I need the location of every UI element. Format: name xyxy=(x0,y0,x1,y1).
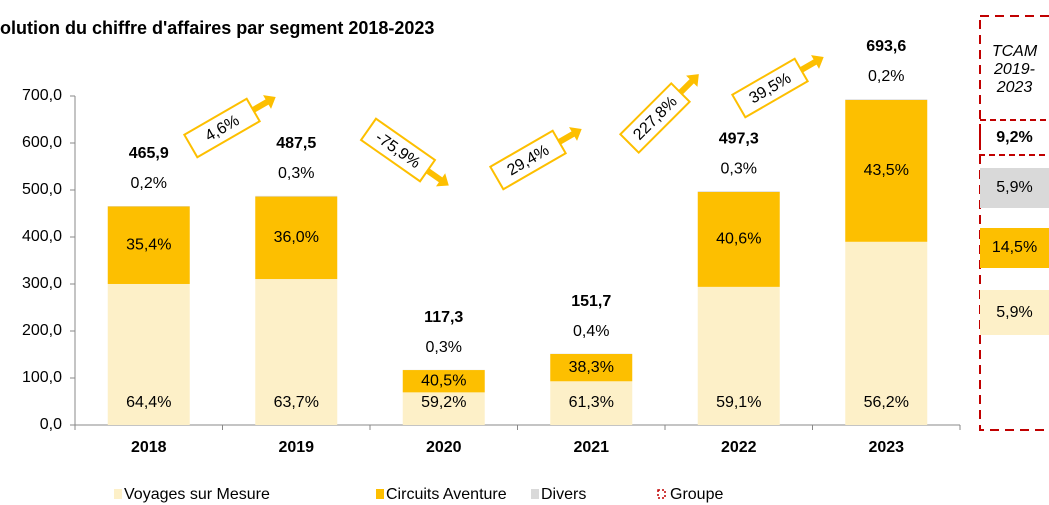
total-label: 497,3 xyxy=(719,130,759,147)
x-tick-label: 2022 xyxy=(721,439,757,456)
bar-segment xyxy=(107,283,190,425)
y-tick-label: 400,0 xyxy=(22,228,62,245)
growth-annotation: 29,4% xyxy=(488,127,582,191)
legend-swatch xyxy=(531,489,539,499)
legend-swatch xyxy=(657,489,666,499)
y-tick-label: 0,0 xyxy=(40,416,62,433)
x-tick-label: 2018 xyxy=(131,439,167,456)
x-tick-label: 2023 xyxy=(868,439,904,456)
growth-annotation: 39,5% xyxy=(730,55,824,119)
y-tick-label: 600,0 xyxy=(22,134,62,151)
total-label: 465,9 xyxy=(129,145,169,162)
bar-segment xyxy=(697,191,780,287)
total-label: 693,6 xyxy=(866,38,906,55)
segment-label: 59,1% xyxy=(716,394,761,411)
legend-swatch xyxy=(114,489,122,499)
bar-segment xyxy=(697,286,780,425)
cagr-cell xyxy=(980,290,1049,335)
segment-label: 38,3% xyxy=(569,359,614,376)
segment-label: 40,5% xyxy=(421,372,466,389)
bar-segment xyxy=(255,279,338,425)
segment-label: 0,3% xyxy=(426,339,462,356)
segment-label: 43,5% xyxy=(864,162,909,179)
cagr-group-frame xyxy=(979,119,1049,156)
growth-box xyxy=(182,97,262,159)
x-tick-label: 2021 xyxy=(573,439,609,456)
total-label: 117,3 xyxy=(424,309,463,326)
legend-label: Voyages sur Mesure xyxy=(124,486,270,503)
y-tick-label: 700,0 xyxy=(22,87,62,104)
growth-annotation: -75,9% xyxy=(359,117,449,187)
cagr-title: TCAM 2019-2023 xyxy=(991,43,1038,96)
legend-label: Divers xyxy=(541,486,586,503)
total-label: 151,7 xyxy=(571,293,611,310)
cagr-value: 5,9% xyxy=(996,303,1033,321)
bar-segment xyxy=(550,381,633,425)
segment-label: 36,0% xyxy=(274,229,319,246)
growth-box xyxy=(730,57,810,119)
segment-label: 0,2% xyxy=(868,68,904,85)
growth-arrow xyxy=(557,127,582,145)
growth-box xyxy=(618,81,692,155)
growth-annotation: 227,8% xyxy=(618,74,699,155)
bar-segment xyxy=(255,196,338,280)
chart-title: olution du chiffre d'affaires par segmen… xyxy=(0,18,434,38)
segment-label: 0,2% xyxy=(131,175,167,192)
growth-arrow xyxy=(799,55,824,73)
y-tick-label: 500,0 xyxy=(22,181,62,198)
bar-segment xyxy=(107,206,190,284)
segment-label: 63,7% xyxy=(274,394,319,411)
growth-box xyxy=(359,117,437,183)
y-tick-label: 300,0 xyxy=(22,275,62,292)
cagr-frame xyxy=(979,15,1049,431)
bar-segment xyxy=(255,195,338,197)
segment-label: 0,3% xyxy=(278,165,314,182)
segment-label: 64,4% xyxy=(126,394,171,411)
bar-segment xyxy=(402,392,485,425)
bar-segment xyxy=(402,370,485,393)
segment-label: 61,3% xyxy=(569,394,614,411)
segment-label: 40,6% xyxy=(716,231,761,248)
growth-arrow xyxy=(425,168,449,187)
cagr-cell xyxy=(980,228,1049,268)
segment-label: 56,2% xyxy=(864,394,909,411)
segment-label: 0,4% xyxy=(573,323,609,340)
segment-label: 35,4% xyxy=(126,236,171,253)
cagr-value: 5,9% xyxy=(996,179,1033,196)
legend-label: Groupe xyxy=(670,486,723,503)
growth-annotation: 4,6% xyxy=(182,95,276,159)
growth-arrow xyxy=(251,95,276,113)
total-label: 487,5 xyxy=(276,135,316,152)
growth-arrow xyxy=(678,74,699,95)
y-tick-label: 100,0 xyxy=(22,369,62,386)
y-tick-label: 200,0 xyxy=(22,322,62,339)
cagr-cell xyxy=(980,168,1049,208)
segment-label: 59,2% xyxy=(421,394,466,411)
bar-segment xyxy=(697,191,780,192)
x-tick-label: 2019 xyxy=(278,439,314,456)
bar-segment xyxy=(845,99,928,242)
bar-segment xyxy=(845,99,928,100)
x-tick-label: 2020 xyxy=(426,439,462,456)
legend-swatch xyxy=(376,489,384,499)
bar-segment xyxy=(550,353,633,382)
cagr-value: 14,5% xyxy=(991,239,1038,256)
segment-label: 0,3% xyxy=(721,160,757,177)
cagr-group: 9,2% xyxy=(996,128,1033,146)
bar-segment xyxy=(845,241,928,425)
legend-label: Circuits Aventure xyxy=(386,486,507,503)
growth-box xyxy=(488,129,568,191)
